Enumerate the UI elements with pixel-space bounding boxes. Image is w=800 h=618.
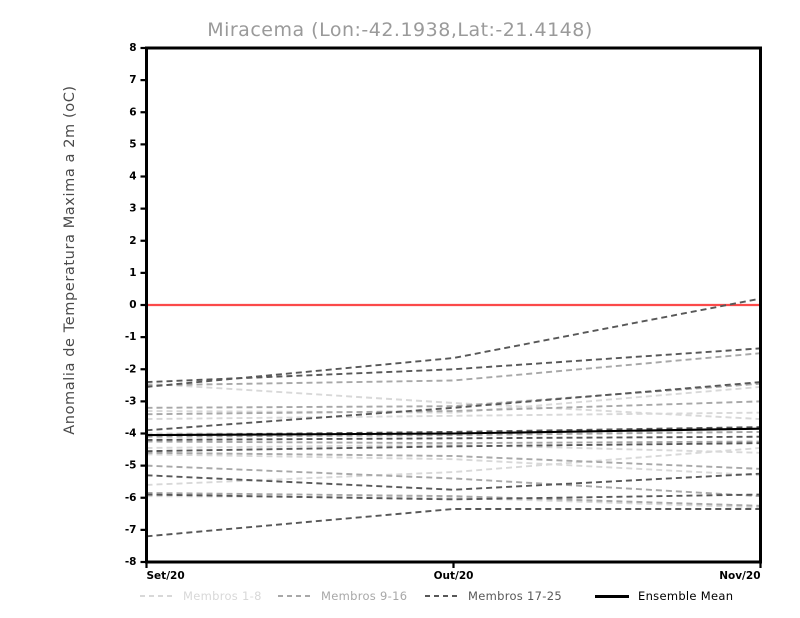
- x-tick-label: Set/20: [147, 570, 185, 582]
- page-title: Miracema (Lon:-42.1938,Lat:-21.4148): [207, 19, 593, 41]
- member-line: [146, 381, 761, 432]
- x-tick-label: Out/20: [434, 570, 474, 582]
- y-axis-ticks: 8 7 6 5 4 3 2 1 0 -1 -2 -3 -4 -5 -6 -7 -8: [125, 42, 147, 568]
- legend-entry: Membros 9-16: [278, 586, 407, 606]
- y-tick-label: 7: [129, 74, 136, 86]
- y-tick-label: -7: [125, 524, 137, 536]
- member-line: [146, 430, 761, 438]
- y-tick-label: -5: [125, 460, 137, 472]
- legend-label: Membros 17-25: [468, 589, 562, 603]
- y-tick-label: 2: [129, 235, 136, 247]
- y-tick-label: 6: [129, 106, 136, 118]
- legend-swatch-icon: [278, 595, 312, 597]
- member-line: [146, 472, 761, 491]
- member-line: [146, 508, 761, 538]
- legend-swatch-icon: [595, 594, 629, 598]
- y-tick-label: 3: [129, 203, 136, 215]
- series-lines: [146, 297, 761, 538]
- member-line: [146, 352, 761, 387]
- y-tick-label: 0: [129, 299, 136, 311]
- y-tick-label: 5: [129, 138, 136, 150]
- x-tick-label: Nov/20: [719, 570, 760, 582]
- y-tick-label: 4: [129, 171, 136, 183]
- member-line: [146, 493, 761, 501]
- member-line: [146, 451, 761, 470]
- member-line: [146, 464, 761, 498]
- y-tick-label: -8: [125, 556, 137, 568]
- member-line: [146, 442, 761, 453]
- chart-legend: Membros 1-8 Membros 9-16 Membros 17-25 Ense…: [0, 586, 800, 608]
- legend-swatch-icon: [425, 595, 459, 597]
- legend-label: Ensemble Mean: [638, 589, 734, 603]
- member-line: [146, 440, 761, 445]
- y-tick-label: -1: [125, 331, 137, 343]
- y-tick-label: 1: [129, 267, 136, 279]
- y-tick-label: -6: [125, 492, 137, 504]
- member-line: [146, 491, 761, 507]
- member-line: [146, 453, 761, 477]
- legend-entry: Ensemble Mean: [595, 586, 733, 606]
- y-tick-label: 8: [129, 42, 136, 54]
- legend-entry: Membros 17-25: [425, 586, 562, 606]
- y-tick-label: -4: [125, 428, 137, 440]
- ensemble-mean-line: [146, 427, 761, 437]
- legend-label: Membros 1-8: [183, 589, 262, 603]
- legend-swatch-icon: [140, 595, 174, 597]
- member-line: [146, 435, 761, 441]
- member-line: [146, 400, 761, 416]
- member-line: [146, 411, 761, 420]
- member-line: [146, 385, 761, 414]
- legend-label: Membros 9-16: [321, 589, 408, 603]
- legend-entry: Membros 1-8: [140, 586, 262, 606]
- y-tick-label: -2: [125, 363, 137, 375]
- member-line: [146, 297, 761, 388]
- x-axis-ticks: Set/20 Out/20 Nov/20: [145, 562, 762, 582]
- member-line: [146, 443, 761, 454]
- y-tick-label: -3: [125, 395, 137, 407]
